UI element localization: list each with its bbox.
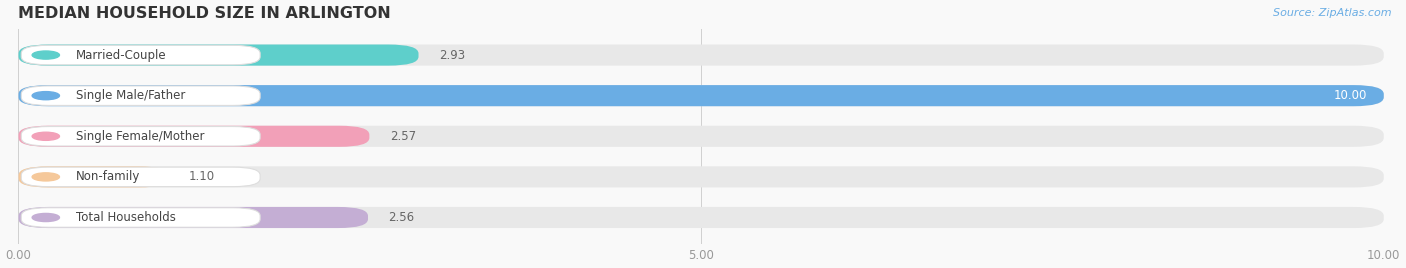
FancyBboxPatch shape [18,85,1384,106]
Circle shape [32,92,59,100]
Text: Total Households: Total Households [76,211,176,224]
FancyBboxPatch shape [18,207,368,228]
FancyBboxPatch shape [21,86,260,105]
Text: 1.10: 1.10 [190,170,215,183]
FancyBboxPatch shape [18,44,419,66]
Text: 10.00: 10.00 [1334,89,1368,102]
Text: MEDIAN HOUSEHOLD SIZE IN ARLINGTON: MEDIAN HOUSEHOLD SIZE IN ARLINGTON [18,6,391,21]
Circle shape [32,213,59,222]
FancyBboxPatch shape [21,45,260,65]
Text: Married-Couple: Married-Couple [76,49,166,62]
FancyBboxPatch shape [18,44,1384,66]
Circle shape [32,173,59,181]
FancyBboxPatch shape [18,166,169,187]
FancyBboxPatch shape [18,126,1384,147]
FancyBboxPatch shape [21,167,260,187]
FancyBboxPatch shape [21,126,260,146]
FancyBboxPatch shape [18,85,1384,106]
Text: 2.57: 2.57 [389,130,416,143]
FancyBboxPatch shape [18,166,1384,187]
Text: Single Female/Mother: Single Female/Mother [76,130,204,143]
FancyBboxPatch shape [21,208,260,227]
Text: 2.56: 2.56 [388,211,415,224]
Circle shape [32,132,59,140]
FancyBboxPatch shape [18,126,370,147]
Text: Source: ZipAtlas.com: Source: ZipAtlas.com [1274,8,1392,18]
Text: 2.93: 2.93 [439,49,465,62]
Text: Non-family: Non-family [76,170,141,183]
Text: Single Male/Father: Single Male/Father [76,89,186,102]
FancyBboxPatch shape [18,207,1384,228]
Circle shape [32,51,59,59]
